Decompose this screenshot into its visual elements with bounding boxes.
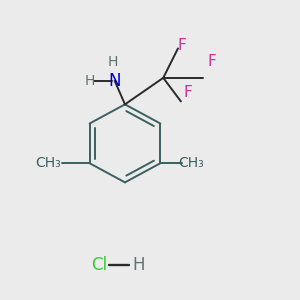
- Text: F: F: [178, 38, 187, 53]
- Text: F: F: [184, 85, 193, 100]
- Text: Cl: Cl: [91, 256, 107, 274]
- Text: H: H: [132, 256, 145, 274]
- Text: H: H: [108, 55, 119, 69]
- Text: N: N: [108, 72, 121, 90]
- Text: H: H: [85, 74, 95, 88]
- Text: CH₃: CH₃: [35, 156, 61, 170]
- Text: F: F: [207, 54, 216, 69]
- Text: CH₃: CH₃: [178, 156, 204, 170]
